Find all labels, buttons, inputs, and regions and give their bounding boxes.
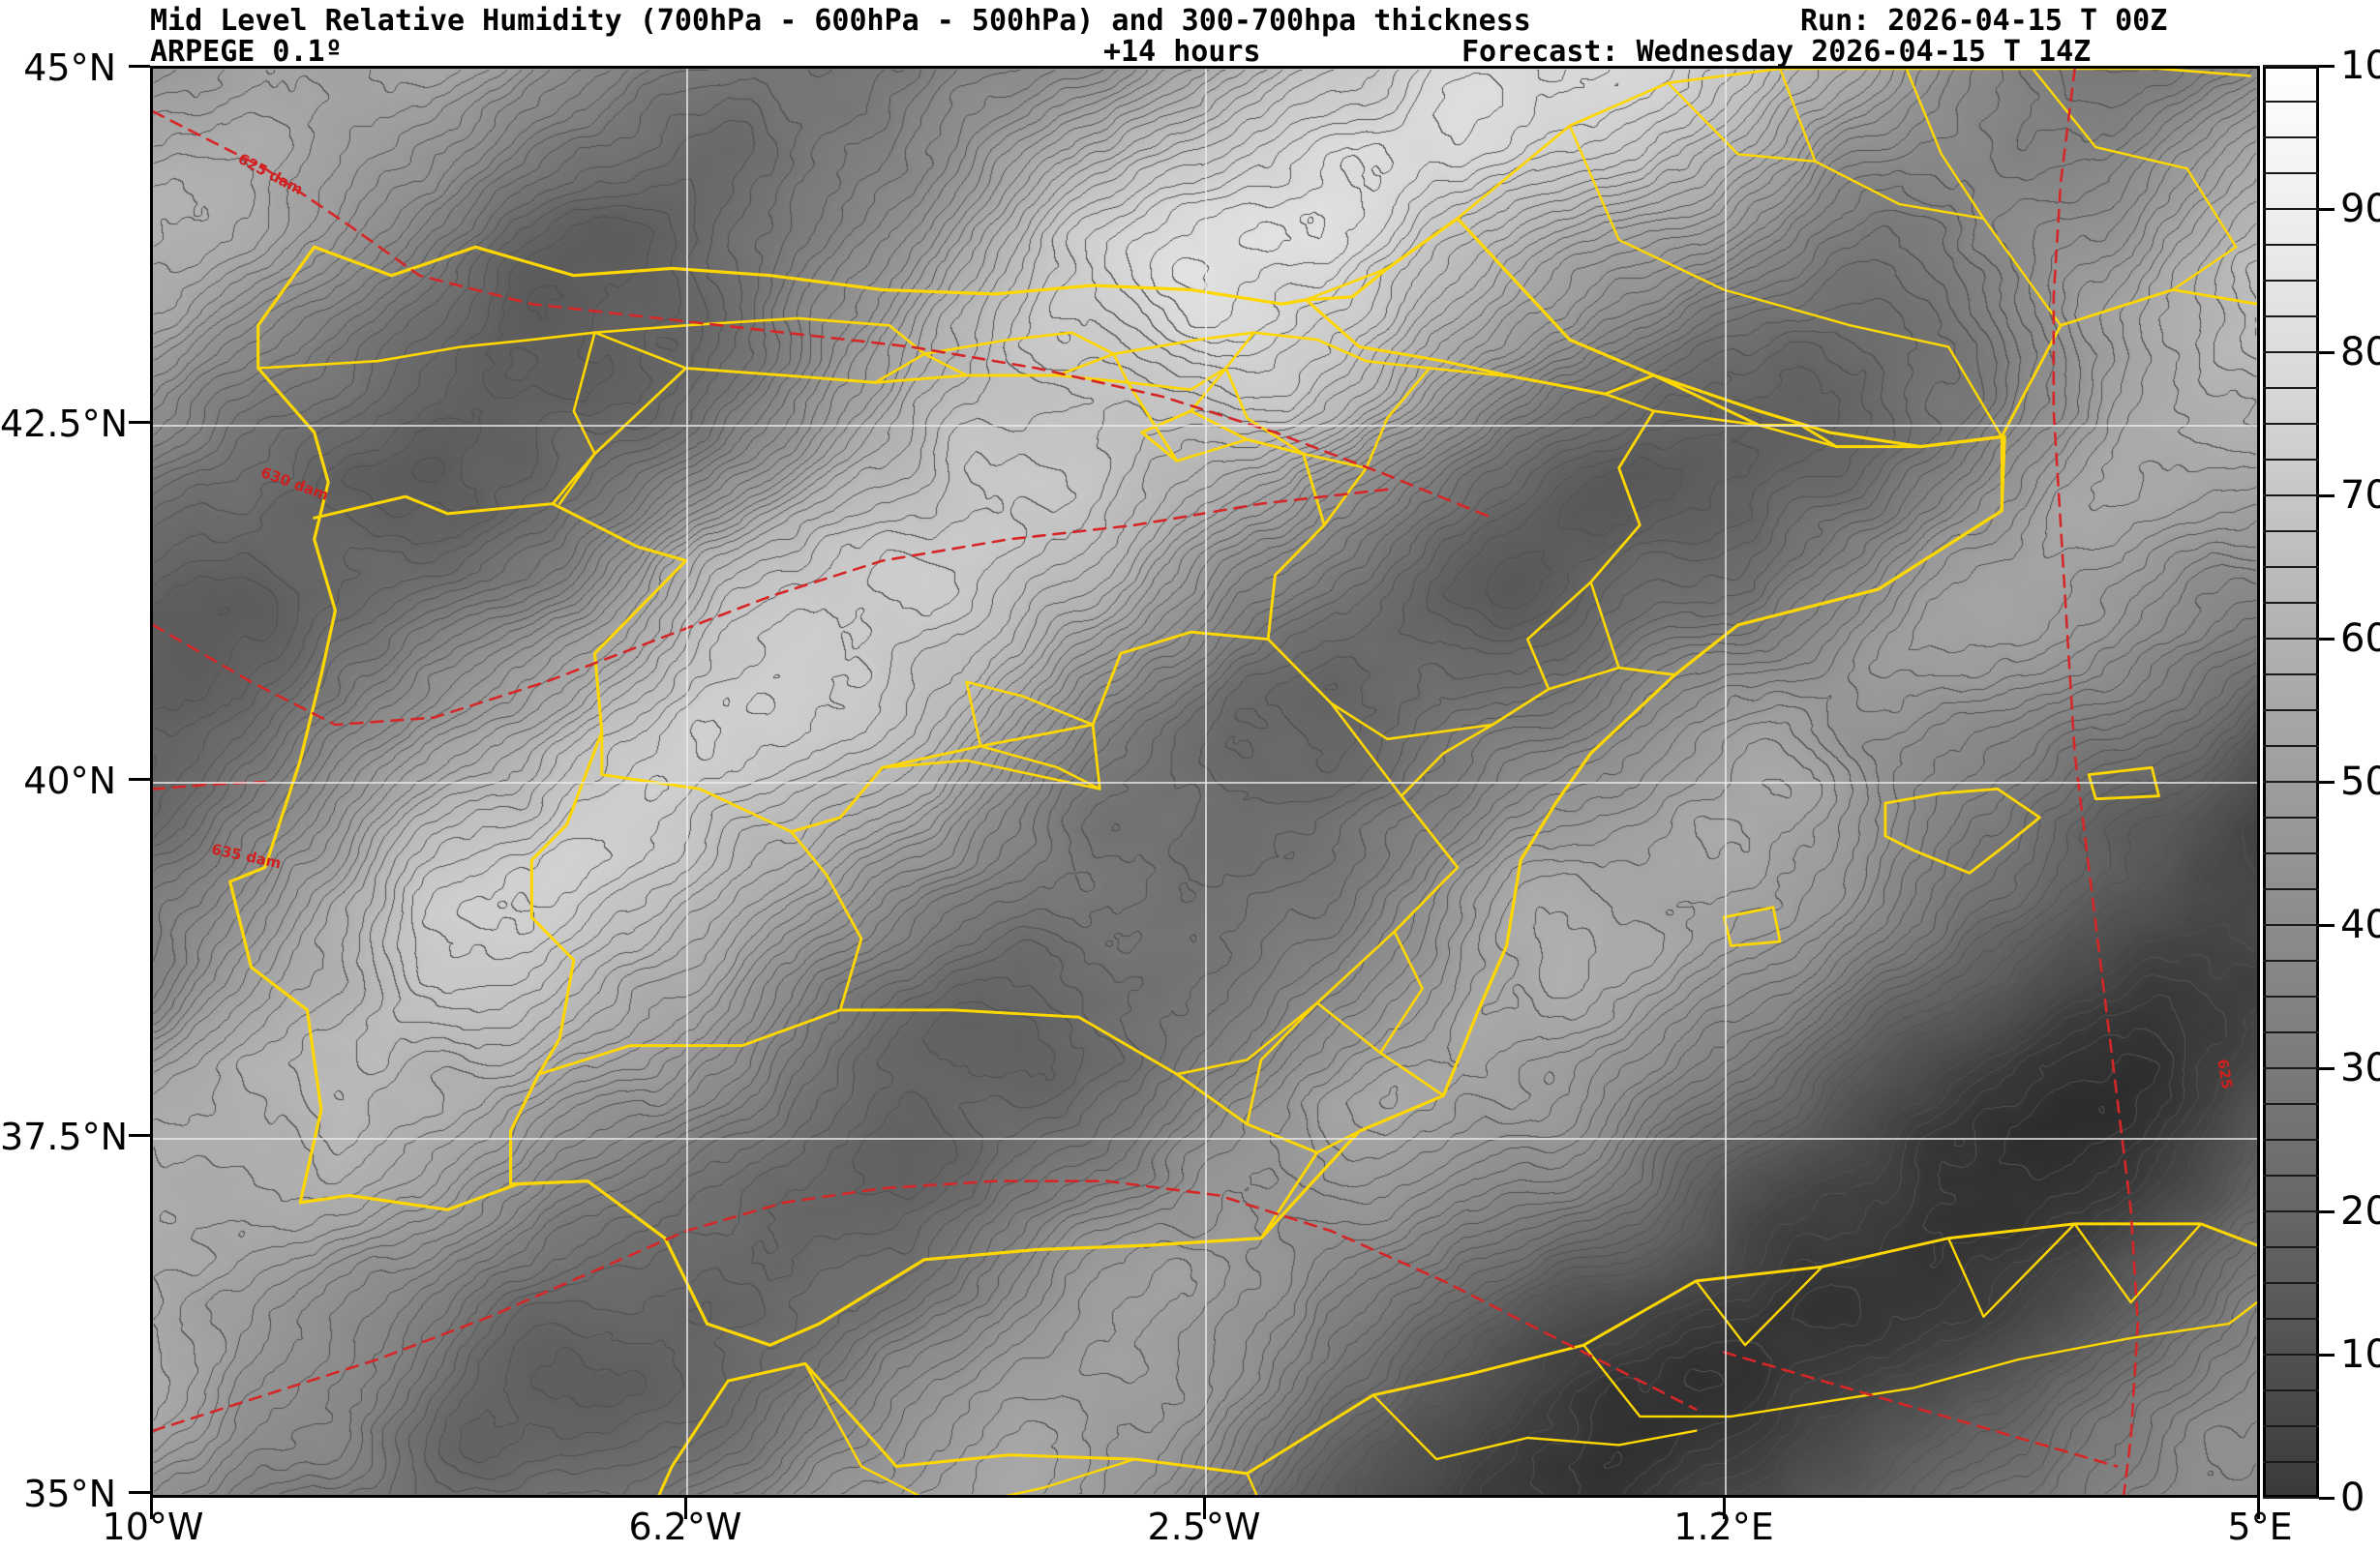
colorbar-minor-tick <box>2263 781 2319 783</box>
colorbar-tick-label: 0 <box>2340 1476 2365 1520</box>
colorbar-minor-tick <box>2263 1318 2319 1320</box>
xtick-mark-1-2e <box>1723 1498 1726 1519</box>
colorbar-tick-label: 50 <box>2340 760 2380 804</box>
colorbar-minor-tick <box>2263 172 2319 174</box>
colorbar-minor-tick <box>2263 1210 2319 1212</box>
colorbar-major-tick <box>2319 781 2335 784</box>
colorbar-minor-tick <box>2263 638 2319 640</box>
colorbar-minor-tick <box>2263 136 2319 138</box>
colorbar-minor-tick <box>2263 1389 2319 1391</box>
colorbar-major-tick <box>2319 65 2335 68</box>
colorbar-minor-tick <box>2263 1246 2319 1248</box>
colorbar-minor-tick <box>2263 852 2319 854</box>
colorbar-major-tick <box>2319 1354 2335 1357</box>
colorbar-minor-tick <box>2263 709 2319 711</box>
xtick-label-6-2w: 6.2°W <box>628 1506 742 1548</box>
xtick-mark-6-2w <box>684 1498 687 1519</box>
xtick-label-2-5w: 2.5°W <box>1147 1506 1261 1548</box>
ytick-label-37-5: 37.5°N <box>0 1116 129 1158</box>
model-run-label: Run: 2026-04-15 T 00Z <box>1800 4 2168 38</box>
colorbar-minor-tick <box>2263 924 2319 926</box>
ytick-mark-45 <box>129 65 150 68</box>
xtick-mark-10w <box>150 1498 153 1519</box>
colorbar-major-tick <box>2319 638 2335 641</box>
colorbar-minor-tick <box>2263 1031 2319 1033</box>
ytick-mark-42-5 <box>129 421 150 424</box>
ytick-mark-35 <box>129 1491 150 1494</box>
colorbar-minor-tick <box>2263 494 2319 496</box>
colorbar-major-tick <box>2319 351 2335 354</box>
map-plot-area[interactable]: 625 dam 630 dam 635 dam 625 <box>150 66 2260 1498</box>
map-overlay-vectors <box>153 69 2257 1495</box>
colorbar-tick-label: 90 <box>2340 187 2380 231</box>
colorbar-minor-tick <box>2263 208 2319 210</box>
xtick-mark-2-5w <box>1203 1498 1206 1519</box>
model-name-label: ARPEGE 0.1º <box>150 35 343 69</box>
colorbar-minor-tick <box>2263 566 2319 568</box>
colorbar-major-tick <box>2319 494 2335 497</box>
colorbar-minor-tick <box>2263 387 2319 389</box>
colorbar-tick-label: 10 <box>2340 1332 2380 1377</box>
colorbar-minor-tick <box>2263 745 2319 747</box>
colorbar-minor-tick <box>2263 673 2319 675</box>
colorbar-tick-label: 40 <box>2340 903 2380 947</box>
colorbar-minor-tick <box>2263 602 2319 604</box>
colorbar-minor-tick <box>2263 960 2319 962</box>
colorbar-tick-label: 60 <box>2340 616 2380 661</box>
colorbar-tick-label: 30 <box>2340 1046 2380 1090</box>
colorbar-minor-tick <box>2263 65 2319 67</box>
graticule-lon-1-2 <box>1725 69 1727 1495</box>
colorbar-major-tick <box>2319 1067 2335 1070</box>
lead-time-label: +14 hours <box>1103 35 1261 69</box>
colorbar-minor-tick <box>2263 1425 2319 1427</box>
colorbar-minor-tick <box>2263 315 2319 317</box>
xtick-label-1-2e: 1.2°E <box>1673 1506 1774 1548</box>
colorbar-minor-tick <box>2263 1139 2319 1141</box>
ytick-label-45: 45°N <box>23 46 116 89</box>
ytick-mark-37-5 <box>129 1134 150 1137</box>
colorbar-major-tick <box>2319 1497 2335 1500</box>
ytick-label-42-5: 42.5°N <box>0 403 129 445</box>
colorbar-minor-tick <box>2263 530 2319 532</box>
colorbar-minor-tick <box>2263 1461 2319 1463</box>
colorbar-minor-tick <box>2263 1067 2319 1069</box>
colorbar-minor-tick <box>2263 423 2319 425</box>
colorbar-minor-tick <box>2263 1497 2319 1499</box>
colorbar-minor-tick <box>2263 101 2319 103</box>
colorbar-major-tick <box>2319 208 2335 211</box>
colorbar-minor-tick <box>2263 280 2319 282</box>
colorbar-minor-tick <box>2263 888 2319 890</box>
colorbar-tick-label: 20 <box>2340 1189 2380 1234</box>
xtick-label-5e: 5°E <box>2227 1506 2293 1548</box>
colorbar-tick-label: 80 <box>2340 330 2380 374</box>
chart-title: Mid Level Relative Humidity (700hPa - 60… <box>150 4 1531 38</box>
colorbar-minor-tick <box>2263 1103 2319 1105</box>
colorbar-major-tick <box>2319 924 2335 927</box>
ytick-label-35: 35°N <box>23 1473 116 1515</box>
colorbar-minor-tick <box>2263 817 2319 819</box>
colorbar-minor-tick <box>2263 1354 2319 1356</box>
colorbar-minor-tick <box>2263 459 2319 461</box>
colorbar-minor-tick <box>2263 1175 2319 1177</box>
xtick-mark-5e <box>2257 1498 2260 1519</box>
graticule-lon-6-2 <box>686 69 688 1495</box>
colorbar-tick-container <box>2263 65 2335 1500</box>
colorbar-major-tick <box>2319 1210 2335 1213</box>
colorbar-minor-tick <box>2263 996 2319 998</box>
colorbar-minor-tick <box>2263 1282 2319 1284</box>
colorbar-tick-label: 70 <box>2340 473 2380 518</box>
forecast-valid-label: Forecast: Wednesday 2026-04-15 T 14Z <box>1461 35 2092 69</box>
xtick-label-10w: 10°W <box>102 1506 204 1548</box>
ytick-mark-40 <box>129 778 150 781</box>
ytick-label-40: 40°N <box>23 760 116 802</box>
graticule-lon-2-5 <box>1205 69 1207 1495</box>
colorbar-minor-tick <box>2263 244 2319 246</box>
colorbar-minor-tick <box>2263 351 2319 353</box>
colorbar-tick-label: 100 <box>2340 44 2380 88</box>
